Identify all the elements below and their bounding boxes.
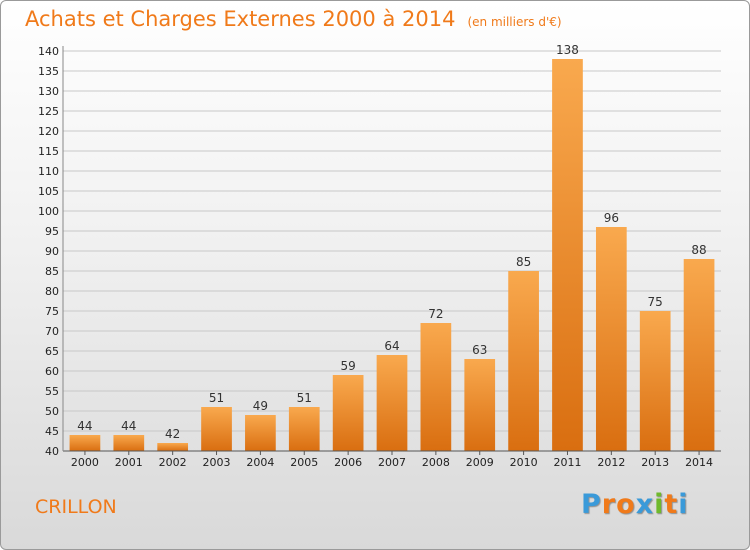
bar-value-label: 44 xyxy=(121,419,136,433)
x-tick-label: 2008 xyxy=(422,456,450,469)
x-tick-label: 2004 xyxy=(246,456,274,469)
y-tick-label: 90 xyxy=(45,245,59,258)
x-tick-label: 2007 xyxy=(378,456,406,469)
x-tick-label: 2001 xyxy=(115,456,143,469)
y-axis-ticks: 40 45 50 55 60 65 70 75 80 85 90 95 100 105 110 115 120 1… xyxy=(38,45,59,458)
y-tick-label: 65 xyxy=(45,345,59,358)
y-tick-label: 115 xyxy=(38,145,59,158)
bar-value-label: 88 xyxy=(691,243,706,257)
bar-value-label: 72 xyxy=(428,307,443,321)
y-tick-label: 120 xyxy=(38,125,59,138)
y-tick-label: 85 xyxy=(45,265,59,278)
bar xyxy=(69,435,101,451)
bar-value-label: 49 xyxy=(253,399,268,413)
bar-value-label: 42 xyxy=(165,427,180,441)
bar-value-label: 51 xyxy=(209,391,224,405)
y-tick-label: 110 xyxy=(38,165,59,178)
bar xyxy=(508,271,539,451)
y-tick-label: 60 xyxy=(45,365,59,378)
y-tick-label: 95 xyxy=(45,225,59,238)
y-tick-label: 50 xyxy=(45,405,59,418)
x-tick-label: 2014 xyxy=(685,456,713,469)
x-tick-label: 2009 xyxy=(466,456,494,469)
bars: 44 44 42 51 49 51 59 64 72 63 85 138 96 75 88 xyxy=(69,43,715,451)
x-tick-label: 2006 xyxy=(334,456,362,469)
bar-value-label: 138 xyxy=(556,43,579,57)
x-tick-label: 2010 xyxy=(510,456,538,469)
y-tick-label: 75 xyxy=(45,305,59,318)
x-tick-label: 2000 xyxy=(71,456,99,469)
bar-value-label: 63 xyxy=(472,343,487,357)
x-tick-label: 2002 xyxy=(159,456,187,469)
y-tick-label: 55 xyxy=(45,385,59,398)
x-tick-label: 2012 xyxy=(597,456,625,469)
y-tick-label: 105 xyxy=(38,185,59,198)
logo-letter: x xyxy=(635,489,655,520)
commune-name: CRILLON xyxy=(35,496,117,518)
bar xyxy=(552,59,583,451)
y-tick-label: 125 xyxy=(38,105,59,118)
bar xyxy=(639,311,671,451)
y-tick-label: 70 xyxy=(45,325,59,338)
y-tick-label: 140 xyxy=(38,45,59,58)
bar xyxy=(464,359,496,451)
x-tick-label: 2003 xyxy=(203,456,231,469)
x-tick-label: 2005 xyxy=(290,456,318,469)
logo-letter: r xyxy=(601,489,617,520)
bar xyxy=(595,227,627,451)
bar-value-label: 51 xyxy=(297,391,312,405)
bar-value-label: 75 xyxy=(648,295,663,309)
logo-letter: i xyxy=(654,489,665,520)
bar xyxy=(332,375,364,451)
bar xyxy=(420,323,452,451)
x-tick-label: 2011 xyxy=(553,456,581,469)
bar xyxy=(376,355,408,451)
y-tick-label: 135 xyxy=(38,65,59,78)
bar-value-label: 59 xyxy=(340,359,355,373)
bar xyxy=(201,407,232,451)
bar xyxy=(245,415,276,451)
x-tick-label: 2013 xyxy=(641,456,669,469)
logo-letter: P xyxy=(581,489,602,520)
bar xyxy=(683,259,715,451)
y-tick-label: 100 xyxy=(38,205,59,218)
chart-subtitle: (en milliers d'€) xyxy=(467,15,562,29)
x-axis-ticks: 2000 2001 2002 2003 2004 2005 2006 2007 2008 2009… xyxy=(71,451,713,469)
logo-letter: i xyxy=(678,489,689,520)
y-tick-label: 40 xyxy=(45,445,59,458)
chart-title-text: Achats et Charges Externes 2000 à 2014 xyxy=(25,7,456,31)
bar-value-label: 85 xyxy=(516,255,531,269)
bar xyxy=(157,443,189,451)
y-tick-label: 80 xyxy=(45,285,59,298)
bar-value-label: 64 xyxy=(384,339,399,353)
proxiti-logo: Proxiti xyxy=(581,489,689,520)
bar-value-label: 44 xyxy=(77,419,92,433)
bar xyxy=(288,407,320,451)
y-tick-label: 130 xyxy=(38,85,59,98)
y-tick-label: 45 xyxy=(45,425,59,438)
bar-value-label: 96 xyxy=(604,211,619,225)
bar xyxy=(113,435,145,451)
logo-letter: o xyxy=(616,489,636,520)
logo-letter: t xyxy=(664,489,679,520)
chart-title: Achats et Charges Externes 2000 à 2014 (e… xyxy=(25,7,562,31)
